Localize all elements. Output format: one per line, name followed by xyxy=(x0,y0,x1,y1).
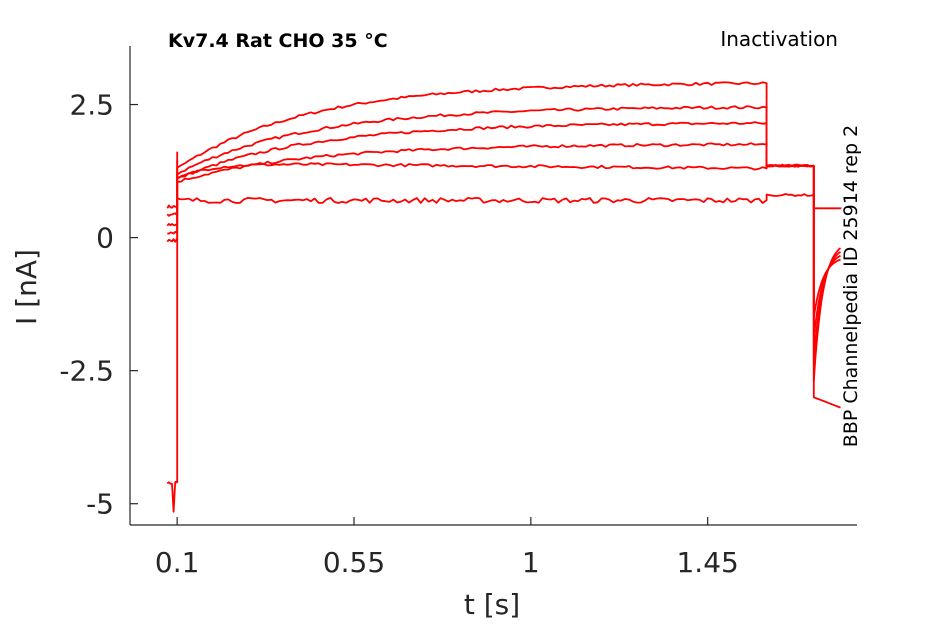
x-tick-label: 0.55 xyxy=(323,546,385,579)
x-tick-label: 1.45 xyxy=(676,546,738,579)
current-trace-1 xyxy=(166,81,841,409)
y-tick-label: 2.5 xyxy=(69,89,114,122)
source-label: BBP Channelpedia ID 25914 rep 2 xyxy=(840,125,862,447)
y-axis-ticks: -5 -2.5 0 2.5 xyxy=(59,89,138,521)
x-tick-label: 0.1 xyxy=(155,546,200,579)
chart-traces xyxy=(166,81,842,513)
current-trace-5 xyxy=(166,162,841,319)
chart-subtitle: Inactivation xyxy=(720,27,838,51)
y-tick-label: -5 xyxy=(86,488,114,521)
current-trace-4 xyxy=(167,142,841,340)
chart-title: Kv7.4 Rat CHO 35 °C xyxy=(168,30,388,52)
x-axis-ticks: 0.1 0.55 1 1.45 xyxy=(155,517,739,579)
current-trace-3 xyxy=(166,121,842,361)
y-axis-label: I [nA] xyxy=(10,249,43,325)
x-tick-label: 1 xyxy=(522,546,540,579)
y-tick-label: -2.5 xyxy=(59,355,114,388)
x-axis-label: t [s] xyxy=(464,588,520,621)
chart-axes xyxy=(129,46,857,526)
current-trace-6 xyxy=(166,193,842,513)
y-tick-label: 0 xyxy=(96,222,114,255)
